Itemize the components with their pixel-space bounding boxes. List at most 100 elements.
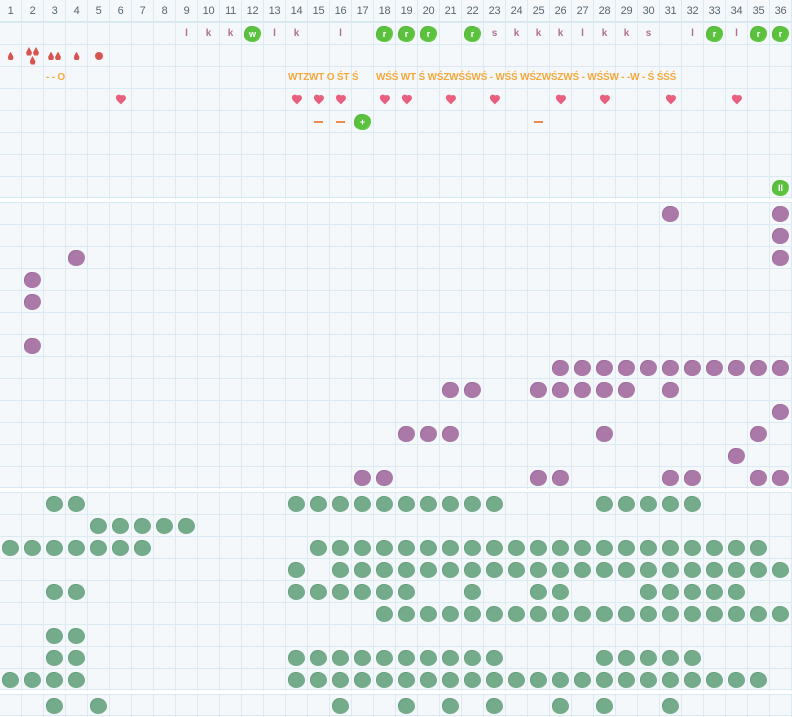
grid-cell[interactable] — [154, 313, 176, 335]
grid-cell[interactable] — [352, 559, 374, 581]
grid-cell[interactable] — [506, 581, 528, 603]
grid-cell[interactable] — [176, 247, 198, 269]
grid-cell[interactable] — [528, 695, 550, 717]
sage-blob-icon[interactable] — [420, 650, 437, 666]
purple-blob-icon[interactable] — [750, 470, 767, 486]
grid-cell[interactable] — [638, 467, 660, 489]
grid-cell[interactable] — [198, 401, 220, 423]
grid-cell[interactable] — [22, 89, 44, 111]
grid-cell[interactable] — [308, 177, 330, 199]
grid-cell[interactable] — [484, 581, 506, 603]
grid-cell[interactable] — [154, 537, 176, 559]
grid-cell[interactable] — [660, 423, 682, 445]
grid-cell[interactable] — [110, 89, 132, 111]
sage-blob-icon[interactable] — [442, 672, 459, 688]
grid-cell[interactable] — [22, 625, 44, 647]
grid-cell[interactable] — [22, 559, 44, 581]
grid-cell[interactable] — [638, 603, 660, 625]
sage-blob-icon[interactable] — [618, 496, 635, 512]
grid-cell[interactable] — [66, 133, 88, 155]
grid-cell[interactable] — [176, 379, 198, 401]
grid-cell[interactable] — [638, 225, 660, 247]
grid-cell[interactable] — [616, 357, 638, 379]
grid-cell[interactable] — [88, 23, 110, 45]
grid-cell[interactable] — [308, 111, 330, 133]
grid-cell[interactable] — [22, 537, 44, 559]
grid-cell[interactable] — [198, 559, 220, 581]
sage-blob-icon[interactable] — [134, 540, 151, 556]
grid-cell[interactable] — [594, 111, 616, 133]
grid-cell[interactable] — [374, 291, 396, 313]
grid-cell[interactable] — [264, 45, 286, 67]
grid-cell[interactable]: r — [374, 23, 396, 45]
grid-cell[interactable] — [110, 401, 132, 423]
grid-cell[interactable] — [682, 695, 704, 717]
sage-blob-icon[interactable] — [508, 540, 525, 556]
grid-cell[interactable] — [770, 625, 792, 647]
grid-cell[interactable] — [132, 423, 154, 445]
grid-cell[interactable] — [440, 401, 462, 423]
grid-cell[interactable] — [572, 493, 594, 515]
grid-cell[interactable] — [748, 269, 770, 291]
sage-blob-icon[interactable] — [728, 606, 745, 622]
grid-cell[interactable] — [22, 581, 44, 603]
green-blob-icon[interactable]: r — [420, 26, 437, 42]
grid-cell[interactable] — [704, 269, 726, 291]
grid-cell[interactable] — [506, 269, 528, 291]
heart-icon[interactable] — [665, 95, 676, 105]
grid-cell[interactable] — [220, 335, 242, 357]
grid-cell[interactable] — [770, 581, 792, 603]
grid-cell[interactable] — [748, 155, 770, 177]
grid-cell[interactable] — [66, 67, 88, 89]
sage-blob-icon[interactable] — [310, 496, 327, 512]
grid-cell[interactable] — [286, 695, 308, 717]
grid-cell[interactable]: k — [528, 23, 550, 45]
grid-cell[interactable] — [154, 515, 176, 537]
grid-cell[interactable] — [726, 225, 748, 247]
grid-cell[interactable] — [220, 625, 242, 647]
grid-cell[interactable] — [286, 133, 308, 155]
grid-cell[interactable] — [440, 177, 462, 199]
grid-cell[interactable] — [660, 45, 682, 67]
grid-cell[interactable] — [110, 357, 132, 379]
grid-cell[interactable] — [616, 335, 638, 357]
grid-cell[interactable] — [462, 313, 484, 335]
sage-blob-icon[interactable] — [706, 562, 723, 578]
grid-cell[interactable] — [550, 203, 572, 225]
grid-cell[interactable] — [374, 133, 396, 155]
green-blob-icon[interactable]: r — [706, 26, 723, 42]
grid-cell[interactable] — [242, 313, 264, 335]
grid-cell[interactable] — [308, 247, 330, 269]
grid-cell[interactable] — [704, 45, 726, 67]
grid-cell[interactable] — [22, 515, 44, 537]
sage-blob-icon[interactable] — [398, 698, 415, 714]
grid-cell[interactable] — [286, 423, 308, 445]
sage-blob-icon[interactable] — [640, 540, 657, 556]
grid-cell[interactable] — [506, 423, 528, 445]
sage-blob-icon[interactable] — [574, 562, 591, 578]
grid-cell[interactable] — [154, 581, 176, 603]
grid-cell[interactable] — [22, 67, 44, 89]
grid-cell[interactable] — [88, 225, 110, 247]
grid-cell[interactable] — [308, 467, 330, 489]
grid-cell[interactable] — [264, 401, 286, 423]
sage-blob-icon[interactable] — [596, 562, 613, 578]
grid-cell[interactable] — [154, 625, 176, 647]
grid-cell[interactable] — [132, 23, 154, 45]
grid-cell[interactable] — [506, 67, 528, 89]
grid-cell[interactable] — [110, 203, 132, 225]
grid-cell[interactable] — [374, 155, 396, 177]
grid-cell[interactable] — [132, 111, 154, 133]
sage-blob-icon[interactable] — [486, 606, 503, 622]
grid-cell[interactable] — [418, 581, 440, 603]
heart-icon[interactable] — [313, 95, 324, 105]
grid-cell[interactable]: k — [506, 23, 528, 45]
grid-cell[interactable] — [484, 313, 506, 335]
grid-cell[interactable] — [462, 269, 484, 291]
grid-cell[interactable] — [374, 89, 396, 111]
grid-cell[interactable] — [440, 111, 462, 133]
sage-blob-icon[interactable] — [486, 562, 503, 578]
grid-cell[interactable] — [220, 291, 242, 313]
grid-cell[interactable] — [682, 445, 704, 467]
purple-blob-icon[interactable] — [772, 250, 789, 266]
